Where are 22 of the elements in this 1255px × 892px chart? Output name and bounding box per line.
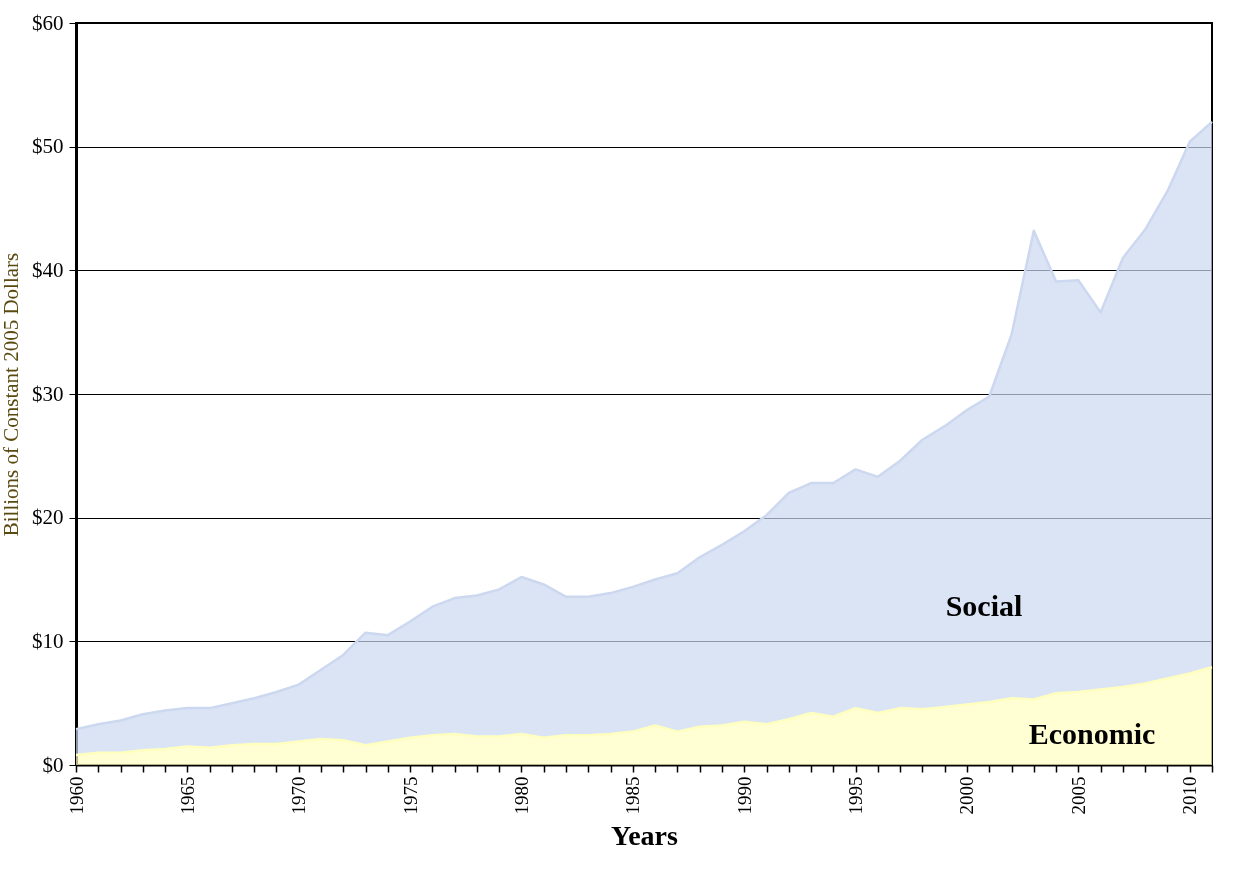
x-tick-label: 2005 [1067, 776, 1089, 815]
x-tick-label: 2010 [1179, 776, 1201, 815]
series-label: Social [945, 589, 1023, 622]
y-tick-label: $10 [32, 628, 64, 653]
x-tick-label: 1975 [399, 776, 421, 815]
y-tick-label: $30 [32, 381, 64, 406]
x-tick-label: 1980 [510, 776, 532, 815]
x-tick-label: 1985 [622, 776, 644, 815]
y-tick-label: $60 [32, 10, 64, 35]
x-axis-title: Years [611, 819, 679, 851]
x-tick-label: 1965 [176, 776, 198, 815]
x-tick-label: 1995 [845, 776, 867, 815]
y-tick-label: $20 [32, 505, 64, 530]
y-axis-title: Billions of Constant 2005 Dollars [0, 252, 23, 537]
x-tick-label: 1960 [65, 776, 87, 815]
x-tick-label: 1990 [733, 776, 755, 815]
x-tick-label: 2000 [956, 776, 978, 815]
x-tick-label: 1970 [288, 776, 310, 815]
series-label: Economic [1028, 717, 1156, 750]
y-tick-label: $50 [32, 134, 64, 159]
y-tick-label: $40 [32, 257, 64, 282]
y-tick-label: $0 [42, 752, 64, 777]
